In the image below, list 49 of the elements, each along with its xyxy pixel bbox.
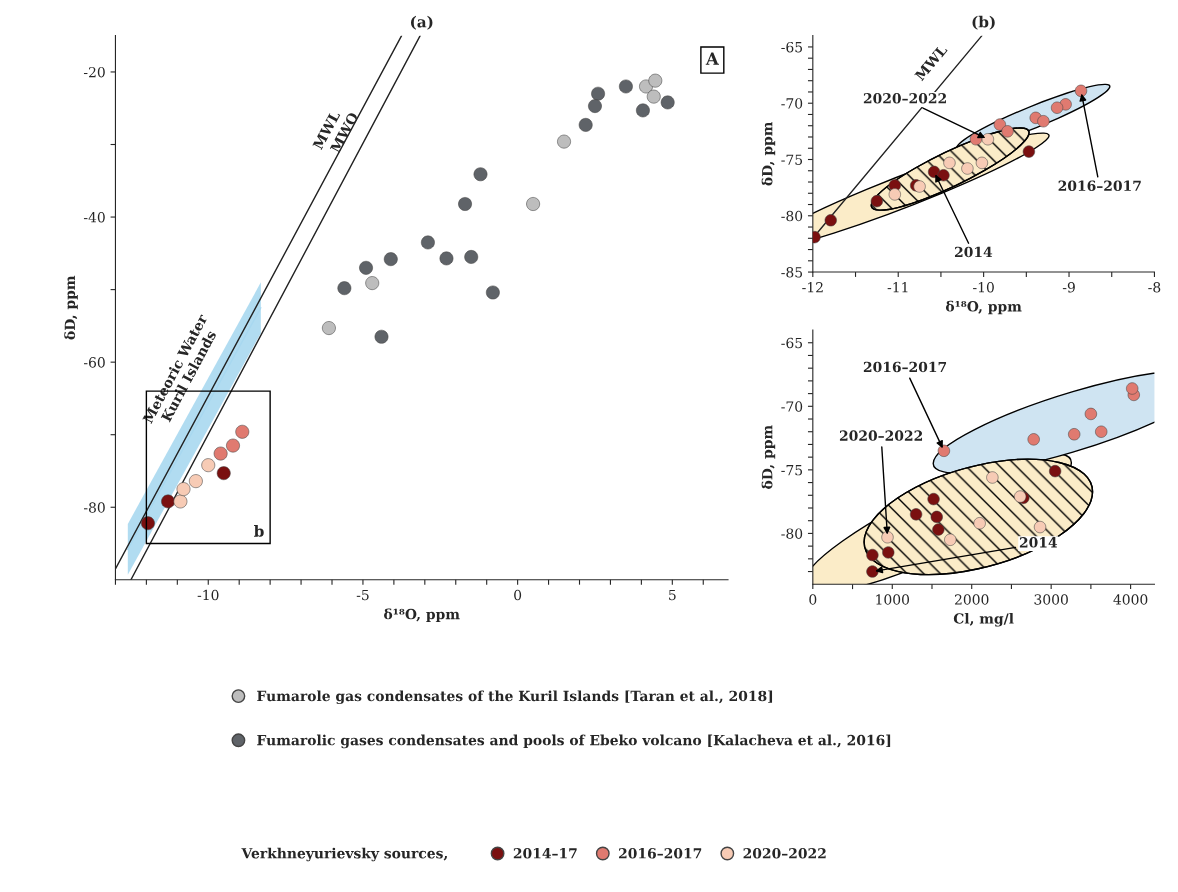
annotation: 2014 — [954, 246, 993, 258]
annotation: 2020–2022 — [839, 430, 923, 441]
annotation: b — [254, 525, 264, 537]
annotation: 2020–2022 — [863, 93, 946, 104]
x-tick-label: 0 — [809, 594, 817, 605]
x-tick-label: 3000 — [1034, 594, 1068, 605]
x-tick-label: -12 — [802, 282, 823, 293]
legend-label: Fumarolic gases condensates and pools of Ebeko volcano [Kalacheva et al., 2016] — [257, 734, 891, 749]
x-axis-title: δ¹⁸O, ppm — [945, 300, 1022, 315]
y-tick-label: -20 — [83, 66, 105, 78]
y-axis-title: δD, ppm — [64, 275, 78, 340]
x-tick-label: 0 — [514, 589, 522, 601]
y-tick-label: -80 — [83, 502, 105, 513]
y-tick-label: -65 — [781, 337, 803, 349]
annotation: A — [705, 52, 719, 65]
x-tick-label: -9 — [1062, 282, 1075, 293]
legend-label: 2020–2022 — [743, 848, 826, 859]
annotation: 2014 — [1019, 537, 1058, 548]
x-tick-label: 1000 — [876, 594, 910, 605]
chart-title: (b) — [972, 15, 995, 30]
chart-title: (a) — [410, 15, 433, 30]
x-tick-label: 4000 — [1113, 594, 1148, 605]
annotation: 2016–2017 — [1058, 180, 1141, 191]
x-tick-label: -10 — [197, 589, 219, 601]
legend-label: 2016–2017 — [619, 848, 702, 859]
y-tick-label: -80 — [781, 528, 803, 539]
y-tick-label: -75 — [781, 465, 803, 476]
x-tick-label: -11 — [887, 282, 908, 293]
y-tick-label: -40 — [83, 212, 105, 223]
y-tick-label: -75 — [781, 154, 803, 165]
legend-title: Verkhneyurievsky sources, — [241, 847, 447, 862]
y-axis-title: δD, ppm — [761, 121, 776, 186]
x-tick-label: 2000 — [954, 594, 989, 605]
legend-label: Fumarole gas condensates of the Kuril Islands [Taran et al., 2018] — [257, 690, 773, 705]
annotation: 2016–2017 — [863, 361, 947, 373]
y-tick-label: -70 — [781, 401, 803, 412]
y-tick-label: -85 — [781, 267, 803, 278]
legend-label: 2014–17 — [513, 848, 577, 859]
x-tick-label: -8 — [1148, 282, 1161, 293]
x-axis-title: Cl, mg/l — [953, 612, 1014, 627]
x-tick-label: 5 — [669, 589, 676, 601]
y-axis-title: δD, ppm — [761, 425, 776, 489]
y-tick-label: -65 — [781, 41, 803, 53]
y-tick-label: -80 — [781, 210, 803, 222]
x-tick-label: -5 — [356, 589, 369, 601]
x-tick-label: -10 — [973, 282, 994, 293]
y-tick-label: -60 — [83, 357, 105, 368]
x-axis-title: δ¹⁸O, ppm — [384, 608, 460, 623]
y-tick-label: -70 — [781, 98, 803, 109]
